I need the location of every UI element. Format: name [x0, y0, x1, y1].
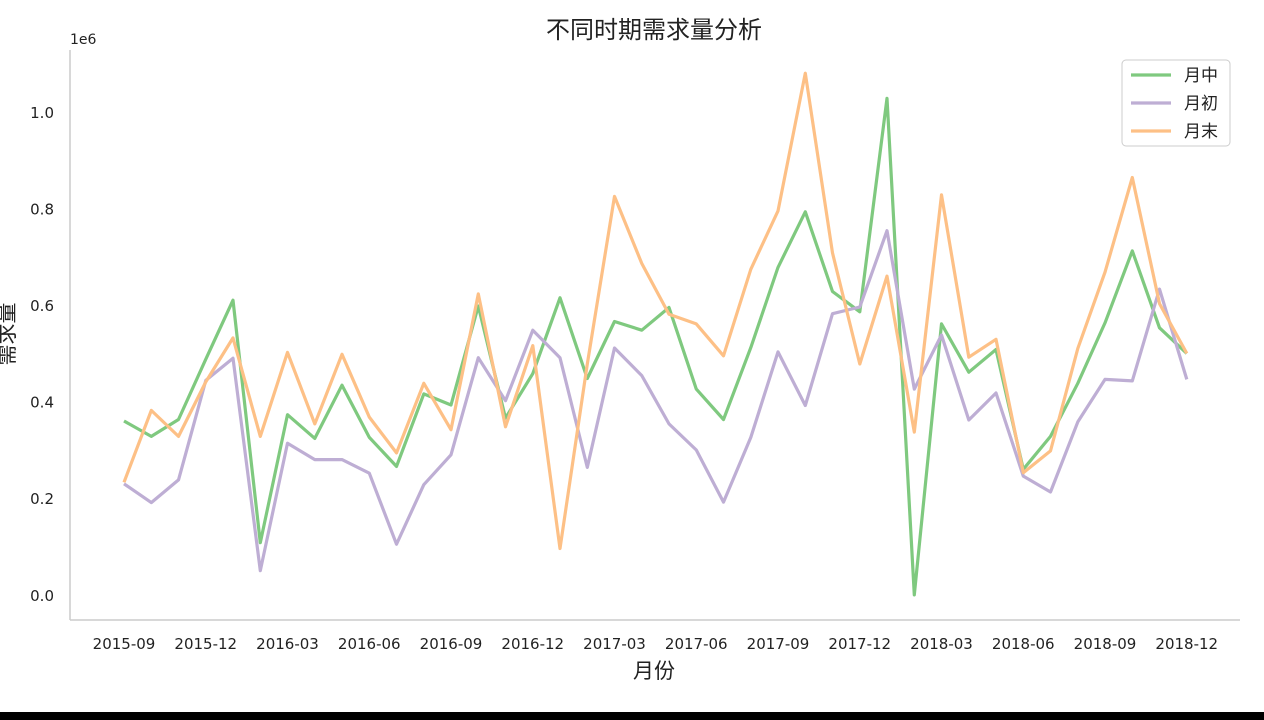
- chart-title: 不同时期需求量分析: [546, 16, 762, 44]
- legend-label: 月初: [1184, 94, 1218, 114]
- x-tick-label: 2015-09: [93, 635, 156, 653]
- series-line: [122, 71, 1189, 551]
- y-tick-labels: 0.0 0.2 0.4 0.6 0.8 1.0: [30, 104, 54, 605]
- series-lines: [122, 71, 1189, 597]
- y-tick-label: 1.0: [30, 104, 54, 122]
- x-tick-label: 2018-03: [910, 635, 973, 653]
- x-tick-labels: 2015-09 2015-12 2016-03 2016-06 2016-09 2016-…: [93, 635, 1218, 653]
- y-axis-label: 需求量: [0, 303, 19, 366]
- x-tick-label: 2016-09: [420, 635, 483, 653]
- y-tick-label: 0.6: [30, 297, 54, 315]
- series-line: [123, 96, 1188, 597]
- x-tick-label: 2016-03: [256, 635, 319, 653]
- y-offset-label: 1e6: [70, 32, 97, 48]
- x-tick-label: 2017-09: [747, 635, 810, 653]
- y-tick-label: 0.0: [30, 587, 54, 605]
- x-tick-label: 2018-12: [1155, 635, 1218, 653]
- x-axis-label: 月份: [633, 659, 675, 683]
- x-tick-label: 2018-06: [992, 635, 1055, 653]
- x-tick-label: 2017-03: [583, 635, 646, 653]
- legend-box: [1121, 59, 1231, 147]
- x-tick-label: 2018-09: [1074, 635, 1137, 653]
- legend-label: 月末: [1184, 122, 1218, 142]
- bottom-bar: [0, 712, 1264, 720]
- x-tick-label: 2016-06: [338, 635, 401, 653]
- series-line: [123, 229, 1189, 573]
- y-tick-label: 0.2: [30, 490, 54, 508]
- legend-label: 月中: [1184, 66, 1218, 86]
- x-tick-label: 2017-06: [665, 635, 728, 653]
- x-tick-label: 2017-12: [828, 635, 891, 653]
- y-tick-label: 0.4: [30, 394, 54, 412]
- x-tick-label: 2016-12: [501, 635, 564, 653]
- x-tick-label: 2015-12: [174, 635, 237, 653]
- y-tick-label: 0.8: [30, 200, 54, 218]
